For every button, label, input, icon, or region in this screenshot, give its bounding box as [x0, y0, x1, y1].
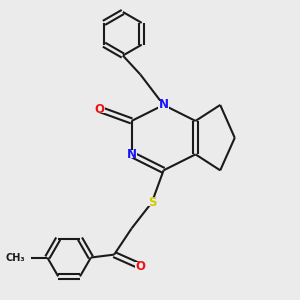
Text: CH₃: CH₃: [6, 253, 26, 262]
Bar: [147, 198, 157, 206]
Text: O: O: [135, 260, 145, 273]
Bar: [94, 105, 105, 113]
Bar: [135, 262, 146, 270]
Text: O: O: [94, 103, 105, 116]
Bar: [158, 101, 169, 109]
Text: N: N: [159, 98, 169, 112]
Text: N: N: [127, 148, 136, 161]
Bar: [126, 150, 137, 158]
Text: S: S: [148, 196, 156, 209]
